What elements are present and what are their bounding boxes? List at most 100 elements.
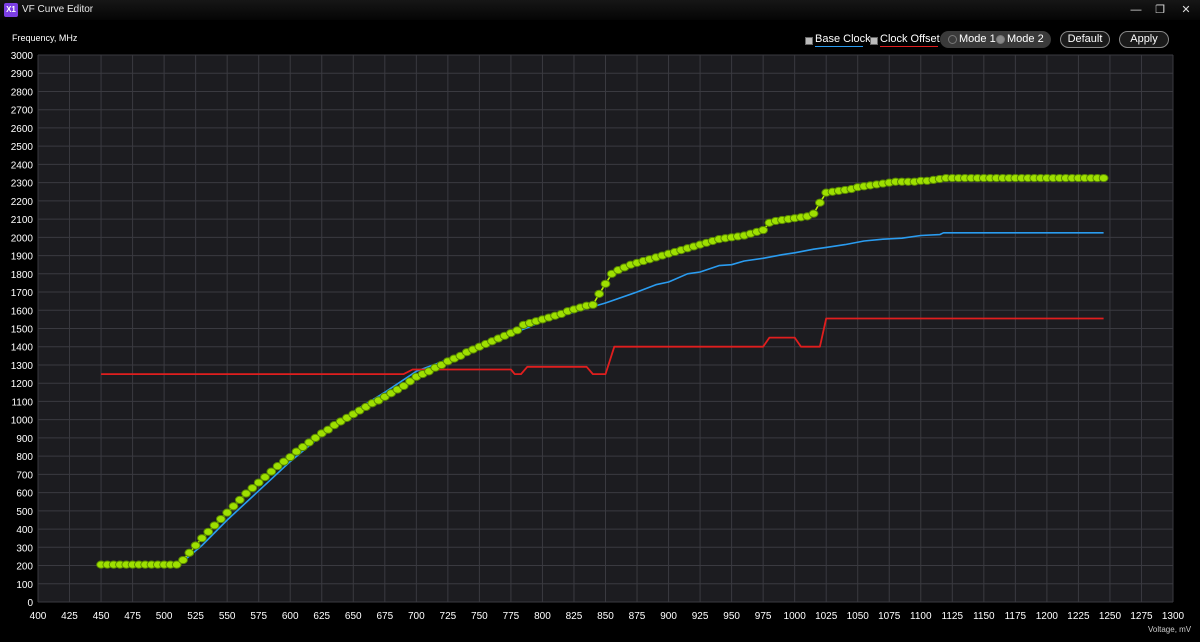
curve-point[interactable] [310, 433, 321, 442]
curve-point[interactable] [203, 527, 214, 536]
curve-point[interactable] [253, 478, 264, 487]
curve-point[interactable] [291, 447, 302, 456]
curve-point[interactable] [222, 508, 233, 517]
y-tick-label: 800 [16, 452, 33, 463]
y-tick-label: 1800 [11, 270, 34, 281]
grid-lines [37, 54, 1174, 603]
curve-point[interactable] [209, 521, 220, 530]
curve-point[interactable] [266, 467, 277, 476]
clock-offset-line [101, 317, 1104, 375]
x-tick-label: 400 [30, 611, 47, 622]
window-title: VF Curve Editor [22, 4, 94, 15]
x-tick-label: 1025 [815, 611, 838, 622]
mode-toggle: Mode 1 Mode 2 [940, 31, 1051, 48]
y-tick-label: 3000 [11, 51, 34, 62]
default-button[interactable]: Default [1060, 31, 1110, 48]
curve-point[interactable] [285, 452, 296, 462]
minimize-icon[interactable]: — [1130, 4, 1142, 16]
curve-point[interactable] [260, 473, 270, 482]
x-tick-label: 700 [408, 611, 425, 622]
x-tick-label: 625 [313, 611, 330, 622]
y-tick-label: 1700 [11, 288, 34, 299]
close-icon[interactable]: ✕ [1181, 4, 1191, 16]
x-tick-label: 1100 [910, 611, 932, 622]
y-tick-label: 2700 [11, 106, 34, 117]
y-tick-label: 2300 [11, 179, 34, 190]
x-tick-label: 525 [187, 611, 204, 622]
curve-point[interactable] [808, 209, 819, 218]
curve-point[interactable] [398, 381, 409, 391]
y-tick-label: 2100 [11, 215, 34, 226]
x-tick-label: 500 [156, 611, 173, 622]
curve-point[interactable] [323, 425, 333, 434]
x-tick-label: 950 [723, 611, 740, 622]
curve-point[interactable] [272, 462, 283, 471]
base-clock-checkbox[interactable] [805, 37, 813, 45]
curve-point[interactable] [190, 541, 201, 550]
clock-offset-checkbox[interactable] [870, 37, 878, 45]
x-tick-label: 475 [124, 611, 141, 622]
x-tick-label: 1175 [1005, 611, 1027, 622]
curve-point[interactable] [297, 442, 308, 452]
curve-point[interactable] [512, 326, 523, 335]
curve-point[interactable] [758, 225, 769, 235]
curve-point[interactable] [587, 300, 598, 309]
y-tick-label: 1200 [11, 379, 34, 390]
curve-point[interactable] [215, 514, 226, 524]
y-tick-label: 900 [16, 434, 33, 445]
x-tick-label: 975 [755, 611, 772, 622]
y-tick-label: 2400 [11, 160, 34, 171]
restore-icon[interactable]: ❐ [1155, 4, 1165, 16]
mode1-button[interactable]: Mode 1 [959, 33, 996, 45]
y-tick-label: 2600 [11, 124, 34, 135]
curve-point[interactable] [234, 495, 245, 504]
y-tick-label: 500 [16, 507, 33, 518]
x-axis-label: Voltage, mV [1148, 625, 1192, 634]
y-tick-label: 2000 [11, 233, 34, 244]
curve-point[interactable] [594, 289, 605, 298]
x-tick-label: 1225 [1067, 611, 1090, 622]
x-tick-label: 550 [219, 611, 236, 622]
curve-point[interactable] [184, 548, 195, 557]
x-tick-label: 1200 [1036, 611, 1059, 622]
apply-button[interactable]: Apply [1119, 31, 1169, 48]
curve-point[interactable] [247, 483, 258, 493]
x-tick-label: 800 [534, 611, 551, 622]
y-tick-label: 1500 [11, 325, 34, 336]
curve-point[interactable] [405, 377, 415, 386]
x-tick-label: 425 [61, 611, 78, 622]
legend-base-clock[interactable]: Base Clock [815, 33, 871, 45]
mode2-button[interactable]: Mode 2 [1007, 33, 1044, 45]
y-tick-label: 600 [16, 489, 33, 500]
curve-point[interactable] [600, 279, 611, 288]
y-axis-label: Frequency, MHz [12, 33, 78, 43]
x-tick-label: 1275 [1130, 611, 1153, 622]
y-tick-label: 2900 [11, 69, 34, 80]
legend-clock-offset[interactable]: Clock Offset [880, 33, 940, 45]
y-tick-label: 1300 [11, 361, 34, 372]
y-tick-label: 0 [27, 598, 33, 609]
x-tick-label: 650 [345, 611, 362, 622]
curve-point[interactable] [814, 198, 825, 207]
x-tick-label: 925 [692, 611, 709, 622]
y-tick-label: 200 [16, 562, 33, 573]
curve-point[interactable] [1098, 173, 1109, 183]
curve-point[interactable] [304, 438, 315, 447]
y-tick-label: 1100 [11, 397, 33, 408]
curve-point[interactable] [197, 534, 207, 543]
y-tick-label: 1000 [11, 416, 34, 427]
mode1-radio-icon[interactable] [948, 35, 957, 44]
x-tick-label: 450 [93, 611, 110, 622]
x-tick-label: 1300 [1162, 611, 1185, 622]
curve-point[interactable] [228, 502, 239, 511]
curve-point[interactable] [279, 457, 289, 466]
x-tick-label: 575 [250, 611, 267, 622]
curve-point[interactable] [241, 489, 251, 498]
clock-offset-underline [880, 46, 938, 47]
mode2-radio-icon[interactable] [996, 35, 1005, 44]
curve-point[interactable] [178, 555, 188, 565]
x-tick-label: 600 [282, 611, 299, 622]
y-tick-label: 100 [16, 580, 33, 591]
curve-point[interactable] [171, 560, 182, 569]
